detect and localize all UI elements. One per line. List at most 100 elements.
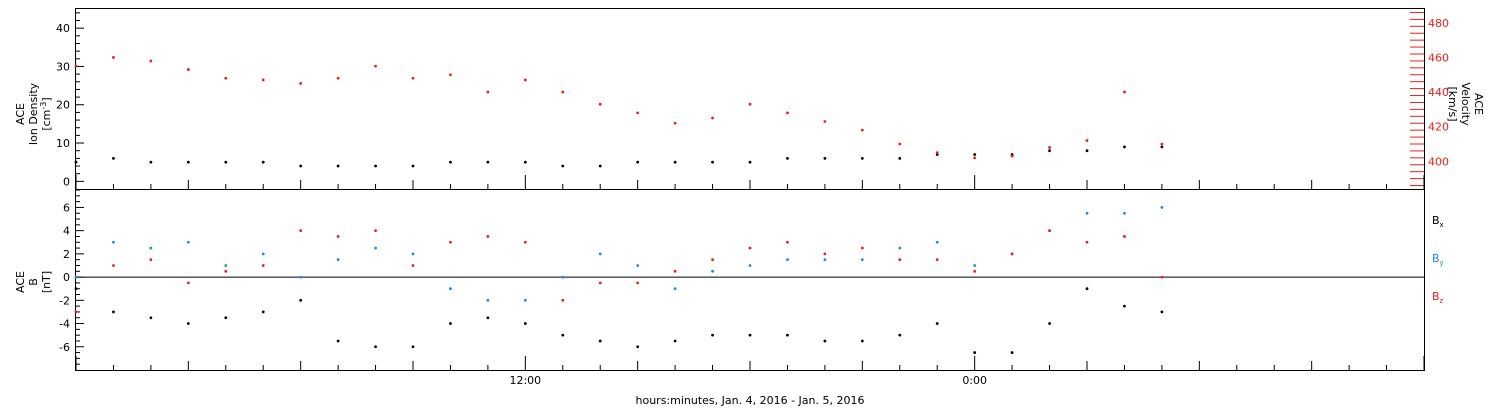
data-point-black [1123, 145, 1126, 149]
data-point-black [1085, 149, 1089, 153]
data-point-black [1048, 149, 1051, 153]
data-point-red [973, 269, 977, 273]
data-point-black [711, 160, 714, 164]
data-point-black [149, 316, 153, 320]
data-point-red [673, 269, 677, 273]
legend-bx-sub: x [1440, 221, 1444, 229]
b-label-ace: ACE [14, 271, 27, 293]
data-point-red [935, 258, 939, 262]
data-point-black [299, 164, 303, 168]
data-point-blue [561, 275, 565, 279]
data-point-blue [1085, 211, 1089, 215]
data-point-blue [149, 246, 153, 250]
data-point-black [598, 164, 602, 168]
data-point-red [973, 156, 977, 160]
data-point-black [374, 345, 377, 349]
data-point-red [898, 142, 902, 146]
data-point-black [636, 345, 640, 349]
data-point-blue [673, 287, 677, 291]
data-point-red [860, 246, 864, 250]
data-point-blue [261, 252, 265, 256]
data-point-blue [860, 258, 864, 262]
data-point-red [186, 68, 190, 71]
data-point-black [636, 160, 640, 164]
density-tick-label: 0 [63, 175, 70, 188]
data-point-red [112, 264, 115, 267]
data-point-blue [711, 269, 714, 273]
data-point-black [786, 156, 789, 160]
data-point-red [112, 56, 115, 59]
data-point-red [411, 264, 415, 267]
data-point-red [186, 281, 190, 285]
data-point-black [1085, 287, 1089, 291]
data-point-black [823, 339, 827, 343]
data-point-black [112, 310, 115, 314]
data-point-black [973, 351, 977, 354]
velocity-tick-label: 440 [1428, 86, 1449, 99]
data-point-red [598, 102, 602, 106]
data-point-black [74, 160, 78, 164]
bottom-plot-frame [75, 189, 1425, 371]
density-tick-label: 10 [56, 137, 70, 150]
density-label-unit: [cm-3] [39, 97, 53, 130]
data-point-black [523, 160, 527, 164]
data-point-blue [74, 275, 78, 279]
data-point-blue [449, 287, 452, 291]
data-point-black [935, 322, 939, 325]
data-point-red [1160, 275, 1164, 279]
data-point-red [299, 82, 303, 85]
data-point-black [186, 322, 190, 325]
data-point-red [786, 240, 789, 244]
data-point-red [748, 246, 752, 250]
velocity-y-axis: 400 420 440 460 480 [1410, 11, 1449, 187]
data-point-red [336, 76, 340, 80]
bottom-panel: -6 -4 -2 0 2 4 6 ACE B [nT] Bx By Bz [14, 189, 1444, 371]
top-x-ticks [75, 175, 1425, 189]
velocity-tick-label: 400 [1428, 155, 1449, 168]
data-point-black [673, 160, 677, 164]
data-point-red [411, 76, 415, 80]
b-label-name: B [27, 278, 40, 286]
velocity-tick-label: 420 [1428, 121, 1449, 134]
data-point-red [1123, 235, 1126, 238]
x-tick-labels: 12:00 0:00 [509, 374, 987, 387]
velocity-label-name: Velocity [1459, 82, 1472, 126]
b-tick-label: -6 [59, 341, 70, 354]
data-point-black [112, 156, 115, 160]
data-point-black [1160, 145, 1164, 149]
data-point-red [261, 264, 265, 267]
data-point-red [1048, 229, 1051, 233]
legend-bz-sub: z [1440, 297, 1444, 305]
data-point-black [898, 333, 902, 337]
data-point-red [523, 240, 527, 244]
legend-by-label: B [1432, 252, 1440, 265]
data-point-red [673, 121, 677, 125]
data-point-black [186, 160, 190, 164]
x-tick-label: 0:00 [962, 374, 987, 387]
data-point-red [449, 240, 452, 244]
legend-bx: Bx [1432, 214, 1444, 229]
density-unit-main: [cm [40, 110, 53, 131]
data-point-black [486, 316, 490, 320]
top-panel: 0 10 20 30 40 400 420 440 460 480 ACE Ion Densit… [14, 8, 1485, 190]
data-point-red [299, 229, 303, 233]
data-point-red [374, 64, 377, 68]
data-point-blue [486, 298, 490, 302]
data-point-blue [748, 264, 752, 267]
velocity-label-unit: [km/s] [1446, 86, 1459, 121]
b-tick-label: 6 [63, 201, 70, 214]
data-point-black [748, 160, 752, 164]
data-point-blue [336, 258, 340, 262]
data-point-black [860, 339, 864, 343]
data-point-blue [636, 264, 640, 267]
data-point-red [224, 76, 228, 80]
data-point-black [374, 164, 377, 168]
bottom-data-points [74, 206, 1164, 354]
data-point-black [299, 298, 303, 302]
data-point-black [449, 160, 452, 164]
data-point-red [149, 258, 153, 262]
legend-bz: Bz [1432, 290, 1444, 305]
data-point-black [411, 345, 415, 349]
data-point-black [598, 339, 602, 343]
